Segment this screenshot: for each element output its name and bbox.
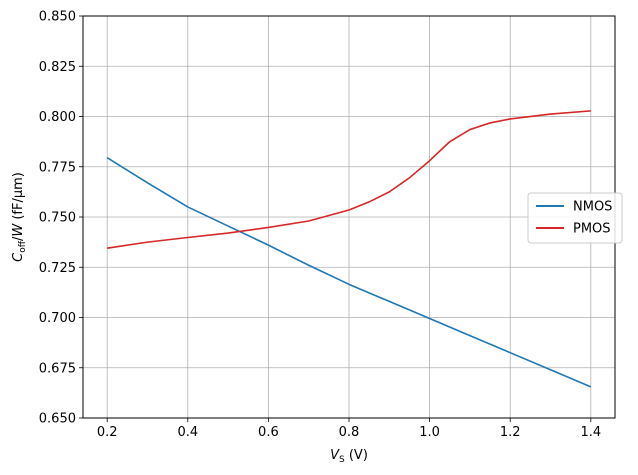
y-tick-label: 0.775 (39, 160, 76, 175)
y-tick-label: 0.850 (39, 10, 76, 25)
y-tick-label: 0.825 (39, 60, 76, 75)
y-tick-label: 0.675 (39, 361, 76, 376)
legend-label-nmos: NMOS (573, 200, 612, 215)
x-tick-label: 1.0 (419, 425, 440, 440)
series-line-pmos (107, 110, 591, 249)
x-tick-label: 0.6 (258, 425, 279, 440)
x-tick-label: 0.2 (97, 425, 118, 440)
y-axis-label: Coff/W (fF/μm) (11, 172, 28, 262)
x-tick-label: 0.4 (177, 425, 198, 440)
x-tick-label: 1.2 (500, 425, 521, 440)
y-tick-label: 0.800 (39, 110, 76, 125)
x-axis-label: VS (V) (330, 448, 368, 465)
x-tick-label: 0.8 (339, 425, 360, 440)
axis-ticks: 0.2 0.4 0.6 0.8 1.0 1.2 1.4 0.650 0.675 0.700 0.72… (39, 10, 601, 441)
y-tick-label: 0.725 (39, 261, 76, 276)
x-tick-label: 1.4 (580, 425, 601, 440)
series-line-nmos (106, 157, 592, 388)
legend-label-pmos: PMOS (573, 222, 611, 237)
y-tick-label: 0.700 (39, 311, 76, 326)
y-tick-label: 0.750 (39, 211, 76, 226)
legend: NMOS PMOS (527, 192, 623, 244)
series-lines (106, 110, 592, 388)
y-tick-label: 0.650 (39, 412, 76, 427)
